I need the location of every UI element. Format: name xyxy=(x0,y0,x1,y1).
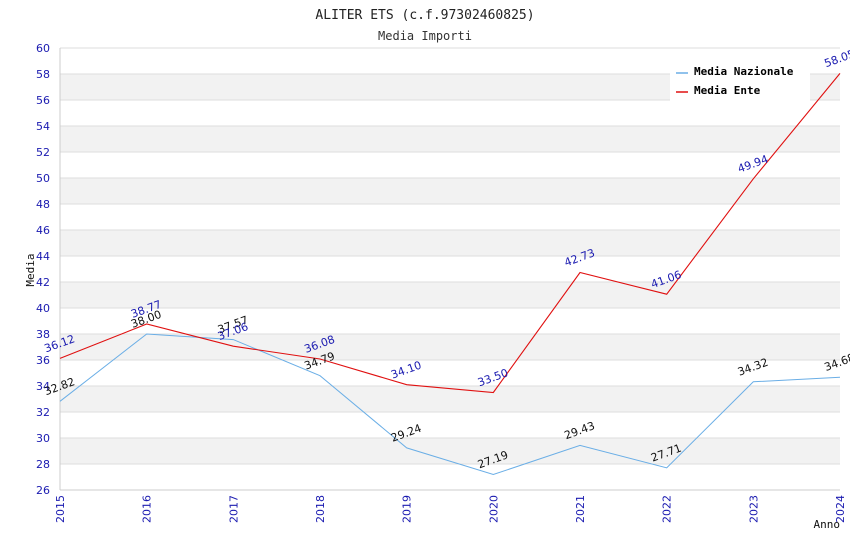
chart-subtitle: Media Importi xyxy=(378,29,472,43)
y-tick-label: 42 xyxy=(36,276,50,289)
x-tick-label: 2023 xyxy=(747,495,760,523)
legend: Media Nazionale Media Ente xyxy=(670,60,810,102)
y-tick-label: 28 xyxy=(36,458,50,471)
y-tick-label: 52 xyxy=(36,146,50,159)
series-line-media-nazionale xyxy=(59,333,841,476)
y-tick-label: 56 xyxy=(36,94,50,107)
y-tick-label: 32 xyxy=(36,406,50,419)
x-tick-label: 2022 xyxy=(661,495,674,523)
data-label: 49.94 xyxy=(736,153,770,176)
y-tick-label: 48 xyxy=(36,198,50,211)
y-tick-label: 26 xyxy=(36,484,50,497)
grid-band xyxy=(60,126,840,152)
grid-band xyxy=(60,386,840,412)
y-tick-label: 34 xyxy=(36,380,50,393)
y-axis-label: Media xyxy=(24,253,37,286)
y-tick-label: 54 xyxy=(36,120,50,133)
series-lines xyxy=(59,73,841,476)
grid-band xyxy=(60,438,840,464)
y-tick-label: 58 xyxy=(36,68,50,81)
y-tick-label: 30 xyxy=(36,432,50,445)
x-tick-label: 2024 xyxy=(834,495,847,523)
x-tick-label: 2016 xyxy=(141,495,154,523)
y-tick-label: 44 xyxy=(36,250,50,263)
grid xyxy=(59,47,840,491)
series-line-media-ente xyxy=(59,73,841,394)
x-axis-label: Anno xyxy=(814,518,841,531)
y-axis-ticks: 26 28 30 32 34 36 38 40 42 44 46 48 50 52 54 56 58 60 xyxy=(36,42,50,497)
data-label: 58.05 xyxy=(823,47,850,70)
x-tick-label: 2015 xyxy=(54,495,67,523)
x-axis-ticks: 2015 2016 2017 2018 2019 2020 2021 2022 2023 2024 xyxy=(54,495,847,523)
chart-title: ALITER ETS (c.f.97302460825) xyxy=(315,8,534,23)
x-tick-label: 2020 xyxy=(487,495,500,523)
legend-box xyxy=(670,60,810,102)
legend-label-ente: Media Ente xyxy=(694,84,761,97)
x-tick-label: 2017 xyxy=(227,495,240,523)
y-tick-label: 38 xyxy=(36,328,50,341)
grid-band xyxy=(60,230,840,256)
grid-band xyxy=(60,282,840,308)
y-tick-label: 36 xyxy=(36,354,50,367)
grid-band xyxy=(60,334,840,360)
y-tick-label: 40 xyxy=(36,302,50,315)
x-tick-label: 2018 xyxy=(314,495,327,523)
y-tick-label: 60 xyxy=(36,42,50,55)
x-tick-label: 2019 xyxy=(401,495,414,523)
y-tick-label: 46 xyxy=(36,224,50,237)
legend-label-nazionale: Media Nazionale xyxy=(694,65,794,78)
y-tick-label: 50 xyxy=(36,172,50,185)
x-tick-label: 2021 xyxy=(574,495,587,523)
data-label: 34.10 xyxy=(389,359,423,382)
grid-band xyxy=(60,178,840,204)
